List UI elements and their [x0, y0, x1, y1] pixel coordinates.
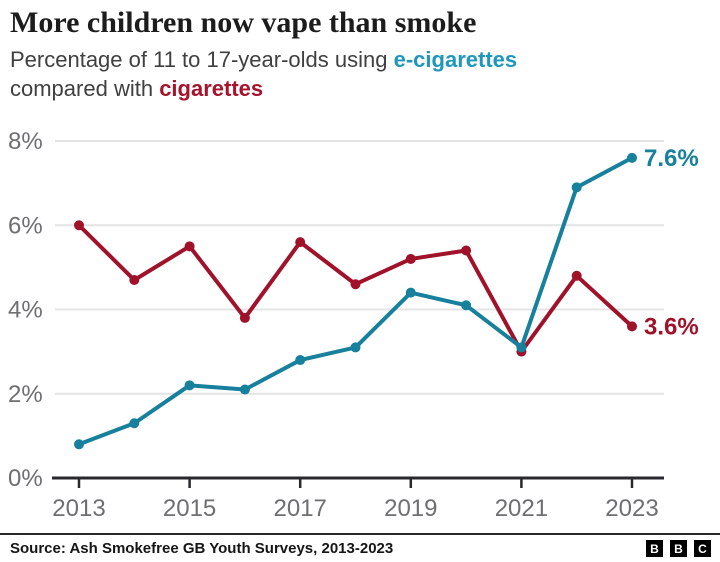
y-axis-label-8%: 8% — [8, 128, 43, 155]
data-point-cigarettes-2015 — [184, 241, 195, 252]
data-point-e-cigarettes-2013 — [74, 439, 84, 450]
x-axis-label-2021: 2021 — [495, 495, 548, 522]
y-axis-label-0%: 0% — [8, 465, 43, 492]
chart-header: More children now vape than smoke Percen… — [10, 6, 710, 103]
end-label-cigarettes: 3.6% — [644, 313, 699, 340]
source-text: Source: Ash Smokefree GB Youth Surveys, … — [10, 540, 394, 557]
x-axis-label-2019: 2019 — [384, 495, 437, 522]
x-axis-label-2013: 2013 — [52, 495, 105, 522]
data-point-cigarettes-2016 — [239, 312, 250, 323]
data-point-e-cigarettes-2017 — [295, 355, 306, 366]
data-point-e-cigarettes-2018 — [350, 342, 361, 353]
subtitle-line-2: compared with cigarettes — [10, 74, 710, 103]
subtitle-text-1: Percentage of 11 to 17-year-olds using — [10, 47, 394, 72]
data-point-e-cigarettes-2016 — [239, 384, 250, 395]
bbc-logo-box-2: B — [670, 540, 687, 557]
data-point-e-cigarettes-2022 — [571, 182, 582, 193]
chart-subtitle: Percentage of 11 to 17-year-olds using e… — [10, 45, 710, 103]
data-point-cigarettes-2017 — [295, 237, 306, 248]
data-point-cigarettes-2022 — [571, 270, 582, 281]
data-point-e-cigarettes-2019 — [405, 287, 416, 298]
data-point-cigarettes-2023 — [627, 321, 637, 332]
subtitle-line-1: Percentage of 11 to 17-year-olds using e… — [10, 45, 710, 74]
data-point-e-cigarettes-2020 — [461, 300, 472, 311]
chart-footer: Source: Ash Smokefree GB Youth Surveys, … — [0, 533, 720, 562]
data-point-e-cigarettes-2023 — [627, 152, 637, 163]
y-axis-label-4%: 4% — [8, 297, 43, 324]
y-axis-label-6%: 6% — [8, 212, 43, 239]
bbc-logo-box-1: B — [646, 540, 663, 557]
data-point-e-cigarettes-2015 — [184, 380, 195, 391]
x-axis-label-2023: 2023 — [605, 495, 658, 522]
x-axis-label-2015: 2015 — [163, 495, 216, 522]
y-axis-label-2%: 2% — [8, 381, 43, 408]
series-line-e-cigarettes — [77, 155, 634, 447]
chart-title: More children now vape than smoke — [10, 6, 477, 39]
subtitle-keyword-cigarettes: cigarettes — [159, 76, 264, 101]
subtitle-text-2: compared with — [10, 76, 160, 101]
bbc-logo-box-3: C — [694, 540, 711, 557]
bbc-logo: B B C — [646, 540, 711, 557]
end-label-e-cigarettes: 7.6% — [644, 145, 699, 172]
subtitle-keyword-ecigarettes: e-cigarettes — [393, 47, 518, 72]
data-point-cigarettes-2013 — [74, 220, 84, 231]
data-point-cigarettes-2018 — [350, 279, 361, 290]
x-axis-label-2017: 2017 — [274, 495, 327, 522]
data-point-cigarettes-2014 — [129, 275, 140, 286]
data-point-cigarettes-2019 — [405, 253, 416, 264]
data-point-e-cigarettes-2014 — [129, 418, 140, 429]
data-point-cigarettes-2020 — [461, 245, 472, 256]
data-point-e-cigarettes-2021 — [516, 342, 527, 353]
